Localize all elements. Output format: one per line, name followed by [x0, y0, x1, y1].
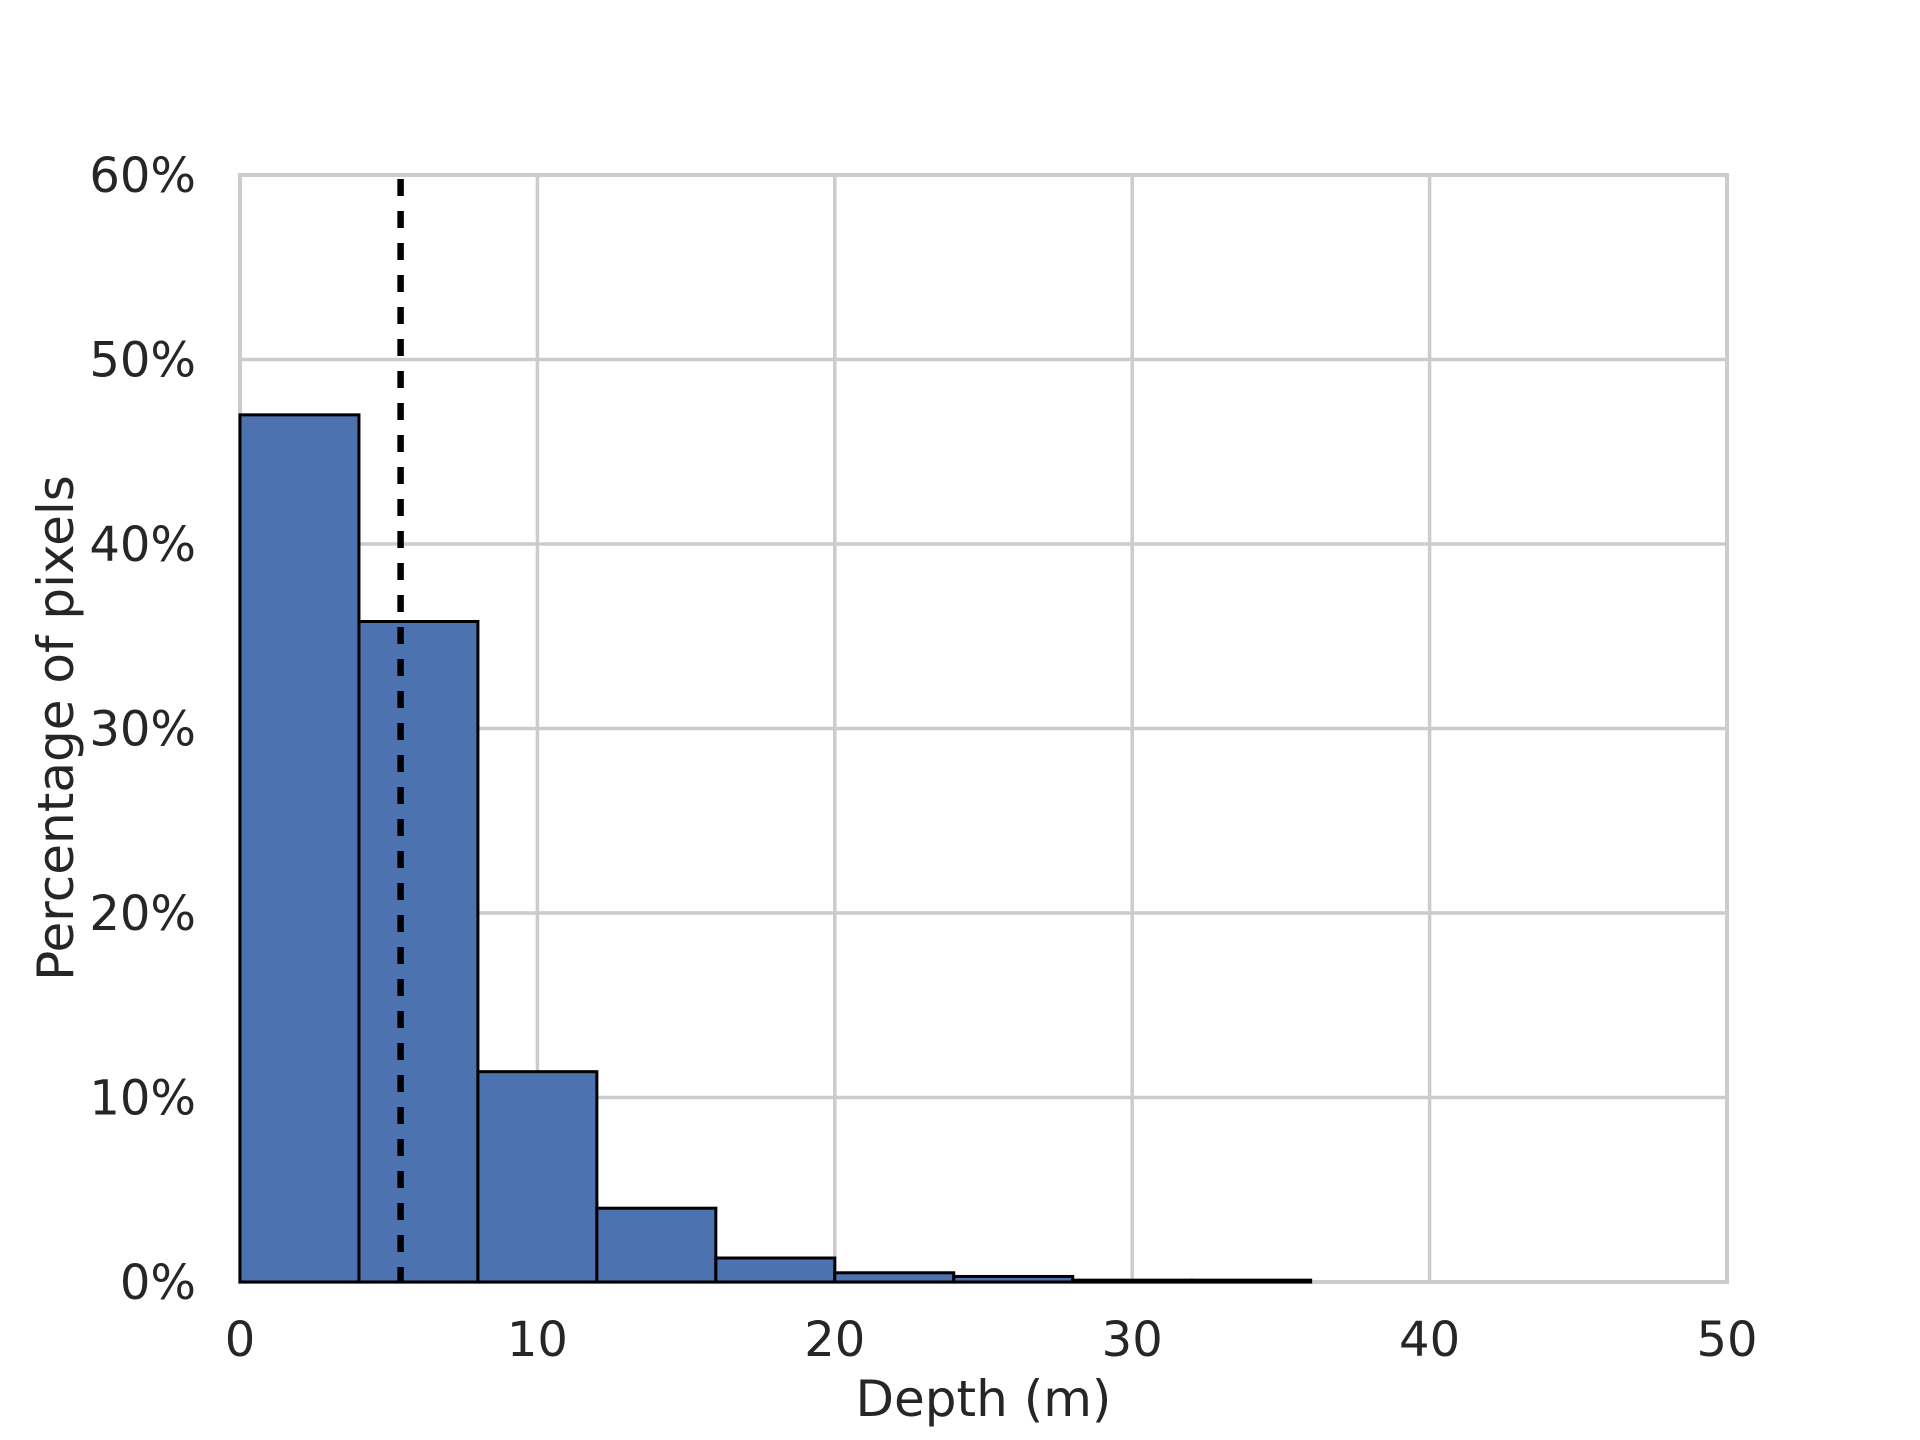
- y-tick-label: 60%: [89, 148, 196, 204]
- y-tick-label: 0%: [120, 1255, 196, 1311]
- histogram-bar: [1071, 1278, 1194, 1284]
- x-tick-label: 0: [225, 1312, 256, 1368]
- x-tick-label: 10: [507, 1312, 568, 1368]
- y-tick-label: 30%: [89, 702, 196, 758]
- histogram-bar: [714, 1256, 837, 1284]
- x-tick-label: 50: [1696, 1312, 1757, 1368]
- y-tick-label: 50%: [89, 333, 196, 389]
- y-tick-label: 10%: [89, 1071, 196, 1127]
- histogram-bar: [1190, 1278, 1313, 1284]
- y-tick-label: 20%: [89, 886, 196, 942]
- histogram-bar: [476, 1070, 599, 1284]
- x-tick-label: 40: [1399, 1312, 1460, 1368]
- histogram-bar: [357, 619, 480, 1284]
- x-axis-label: Depth (m): [855, 1370, 1112, 1428]
- histogram-bar: [952, 1274, 1075, 1284]
- histogram-bar: [238, 413, 361, 1284]
- histogram-bar: [595, 1206, 718, 1284]
- histogram-bar: [833, 1271, 956, 1284]
- y-axis-label: Percentage of pixels: [27, 475, 85, 981]
- x-tick-label: 30: [1102, 1312, 1163, 1368]
- x-tick-label: 20: [804, 1312, 865, 1368]
- y-tick-label: 40%: [89, 517, 196, 573]
